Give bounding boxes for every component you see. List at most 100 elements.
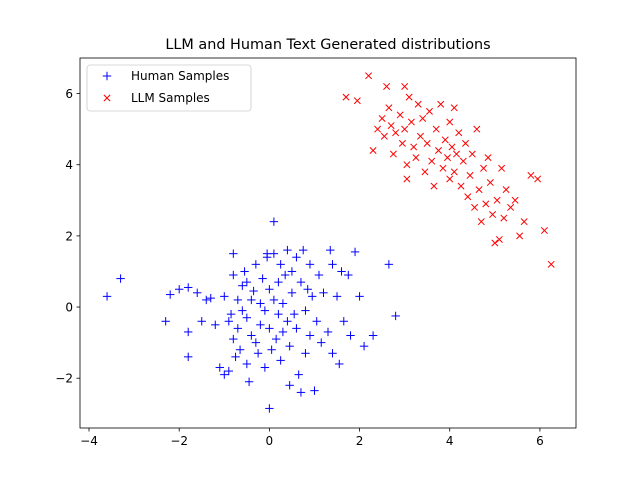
data-point — [247, 331, 256, 340]
data-point — [486, 179, 494, 187]
data-point — [502, 186, 510, 194]
data-point — [441, 136, 449, 144]
data-point — [468, 150, 476, 158]
data-point — [477, 218, 485, 226]
data-point — [229, 270, 238, 280]
data-point — [317, 338, 326, 347]
data-point — [462, 139, 470, 147]
data-point — [184, 327, 193, 337]
data-point — [224, 317, 233, 326]
data-point — [249, 286, 258, 296]
data-point — [262, 253, 272, 262]
data-point — [305, 331, 315, 340]
data-point — [278, 299, 288, 308]
data-point — [276, 356, 285, 365]
data-point — [446, 175, 454, 183]
data-point — [271, 334, 281, 344]
data-point — [337, 267, 346, 276]
data-point — [310, 386, 319, 395]
data-point — [301, 349, 310, 358]
axes-frame — [79, 57, 577, 429]
data-point — [466, 171, 474, 179]
data-point — [251, 338, 261, 347]
data-point — [430, 182, 438, 190]
data-point — [359, 341, 369, 351]
data-point — [247, 295, 256, 305]
data-point — [287, 288, 297, 298]
data-point — [344, 270, 353, 280]
data-point — [384, 260, 394, 269]
data-point — [491, 239, 499, 247]
data-point — [450, 104, 458, 112]
data-point — [398, 139, 406, 147]
data-point — [269, 295, 279, 305]
x-tick-label: 6 — [536, 434, 544, 448]
data-point — [507, 203, 515, 211]
data-point — [520, 218, 528, 226]
data-point — [278, 327, 288, 337]
data-point — [184, 283, 193, 292]
data-point — [265, 324, 274, 333]
data-point — [233, 324, 243, 333]
data-point — [238, 281, 247, 290]
data-point — [269, 249, 279, 258]
data-point — [405, 93, 413, 101]
data-point — [323, 327, 333, 337]
data-point — [308, 292, 317, 301]
data-point — [242, 277, 252, 287]
data-point — [471, 203, 479, 211]
data-point — [253, 349, 263, 358]
data-point — [229, 249, 238, 258]
data-point — [355, 292, 364, 301]
x-tick-label: −4 — [80, 434, 98, 448]
data-point — [443, 154, 451, 162]
legend-cross-icon — [103, 94, 111, 102]
data-point — [287, 267, 297, 276]
data-point — [244, 377, 254, 386]
data-point — [231, 352, 240, 362]
data-point — [339, 317, 348, 326]
data-point — [412, 154, 420, 162]
data-point — [283, 245, 292, 255]
series-human — [102, 217, 400, 413]
data-point — [419, 114, 427, 122]
data-point — [407, 118, 415, 126]
data-point — [391, 311, 400, 321]
data-point — [289, 309, 299, 319]
data-point — [193, 288, 202, 298]
legend-marker-llm — [103, 94, 111, 102]
data-point — [368, 331, 378, 340]
data-point — [425, 107, 433, 115]
data-point — [534, 175, 542, 183]
data-point — [410, 143, 418, 151]
data-point — [161, 317, 170, 326]
data-point — [428, 157, 436, 165]
data-point — [265, 285, 274, 294]
data-point — [416, 132, 424, 140]
data-point — [197, 317, 206, 326]
data-point — [215, 363, 224, 372]
data-point — [401, 82, 409, 90]
data-point — [500, 214, 508, 222]
data-point — [265, 404, 274, 413]
data-point — [165, 290, 175, 299]
data-point — [211, 320, 220, 330]
data-point — [224, 366, 233, 376]
legend-marker-human — [102, 71, 112, 81]
data-point — [175, 285, 184, 294]
data-point — [432, 125, 440, 133]
legend-plus-icon — [102, 71, 112, 81]
data-point — [380, 132, 388, 140]
data-point — [369, 146, 377, 155]
data-point — [346, 331, 355, 340]
data-point — [457, 182, 465, 190]
y-tick-label: 6 — [65, 87, 73, 101]
data-point — [434, 146, 442, 155]
legend-label-llm: LLM Samples — [131, 91, 210, 105]
y-tick-label: 4 — [65, 158, 73, 172]
data-point — [229, 334, 238, 344]
data-point — [385, 104, 393, 112]
data-point — [353, 97, 361, 105]
data-point — [389, 150, 397, 158]
